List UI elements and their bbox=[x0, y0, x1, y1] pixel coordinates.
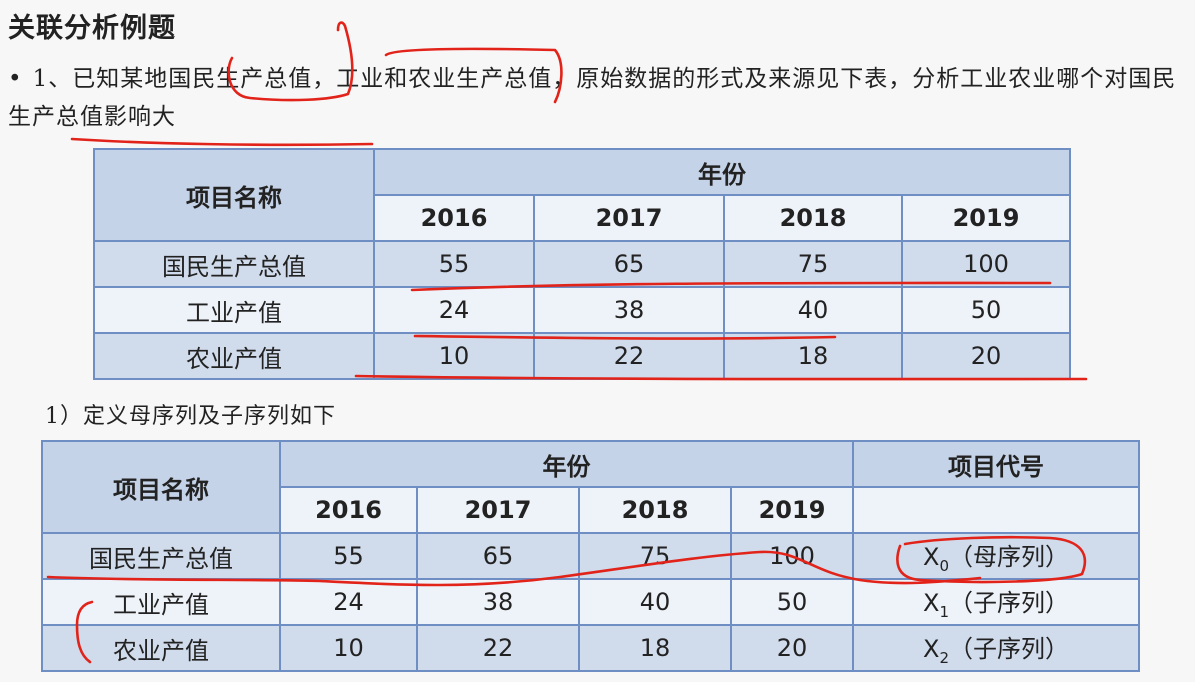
year-cell: 2016 bbox=[279, 486, 418, 534]
code-label: （子序列） bbox=[949, 589, 1069, 617]
value-cell: 50 bbox=[730, 578, 854, 626]
code-cell: X0（母序列） bbox=[852, 532, 1140, 580]
year-cell: 2017 bbox=[416, 486, 580, 534]
value-cell: 55 bbox=[279, 532, 418, 580]
code-symbol: X bbox=[923, 589, 940, 617]
value-cell: 22 bbox=[533, 332, 725, 380]
code-header-empty bbox=[852, 486, 1140, 534]
bullet: • bbox=[8, 66, 23, 92]
value-cell: 55 bbox=[373, 240, 535, 288]
year-cell: 2017 bbox=[533, 194, 725, 242]
value-cell: 100 bbox=[730, 532, 854, 580]
raw-data-table: 项目名称 年份 2016 2017 2018 2019 国民生产总值 55 65… bbox=[93, 148, 1071, 380]
problem-text: 1、已知某地国民生产总值，工业和农业生产总值，原始数据的形式及来源见下表，分析工… bbox=[8, 66, 1177, 130]
code-header: 项目代号 bbox=[852, 440, 1140, 488]
row-name: 工业产值 bbox=[93, 286, 375, 334]
table-row: 国民生产总值 55 65 75 100 X0（母序列） bbox=[41, 532, 1140, 580]
table-row: 农业产值 10 22 18 20 X2（子序列） bbox=[41, 624, 1140, 672]
item-name-header: 项目名称 bbox=[41, 440, 281, 534]
year-cell: 2019 bbox=[901, 194, 1071, 242]
year-cell: 2019 bbox=[730, 486, 854, 534]
value-cell: 75 bbox=[578, 532, 732, 580]
code-label: （子序列） bbox=[949, 635, 1069, 663]
row-name: 国民生产总值 bbox=[93, 240, 375, 288]
year-header: 年份 bbox=[373, 148, 1071, 196]
year-cell: 2018 bbox=[578, 486, 732, 534]
value-cell: 40 bbox=[578, 578, 732, 626]
year-cell: 2016 bbox=[373, 194, 535, 242]
table-row: 工业产值 24 38 40 50 X1（子序列） bbox=[41, 578, 1140, 626]
code-label: （母序列） bbox=[949, 543, 1069, 571]
code-cell: X1（子序列） bbox=[852, 578, 1140, 626]
value-cell: 65 bbox=[533, 240, 725, 288]
table-row: 农业产值 10 22 18 20 bbox=[93, 332, 1071, 380]
code-symbol: X bbox=[923, 543, 940, 571]
item-name-header: 项目名称 bbox=[93, 148, 375, 242]
value-cell: 38 bbox=[416, 578, 580, 626]
row-name: 工业产值 bbox=[41, 578, 281, 626]
code-subscript: 0 bbox=[939, 557, 949, 575]
year-header: 年份 bbox=[279, 440, 854, 488]
value-cell: 10 bbox=[279, 624, 418, 672]
value-cell: 100 bbox=[901, 240, 1071, 288]
value-cell: 22 bbox=[416, 624, 580, 672]
value-cell: 20 bbox=[730, 624, 854, 672]
value-cell: 75 bbox=[723, 240, 903, 288]
value-cell: 38 bbox=[533, 286, 725, 334]
code-subscript: 1 bbox=[939, 603, 949, 621]
value-cell: 10 bbox=[373, 332, 535, 380]
underline-question bbox=[70, 137, 374, 147]
year-cell: 2018 bbox=[723, 194, 903, 242]
table-row: 国民生产总值 55 65 75 100 bbox=[93, 240, 1071, 288]
value-cell: 40 bbox=[723, 286, 903, 334]
code-cell: X2（子序列） bbox=[852, 624, 1140, 672]
value-cell: 20 bbox=[901, 332, 1071, 380]
value-cell: 50 bbox=[901, 286, 1071, 334]
value-cell: 18 bbox=[578, 624, 732, 672]
problem-statement: • 1、已知某地国民生产总值，工业和农业生产总值，原始数据的形式及来源见下表，分析… bbox=[8, 60, 1193, 136]
code-subscript: 2 bbox=[939, 649, 949, 667]
value-cell: 24 bbox=[373, 286, 535, 334]
row-name: 农业产值 bbox=[41, 624, 281, 672]
row-name: 国民生产总值 bbox=[41, 532, 281, 580]
value-cell: 65 bbox=[416, 532, 580, 580]
step-caption: 1）定义母序列及子序列如下 bbox=[45, 404, 336, 429]
row-name: 农业产值 bbox=[93, 332, 375, 380]
value-cell: 18 bbox=[723, 332, 903, 380]
value-cell: 24 bbox=[279, 578, 418, 626]
page-title: 关联分析例题 bbox=[8, 13, 176, 44]
sequence-definition-table: 项目名称 年份 项目代号 2016 2017 2018 2019 国民生产总值 … bbox=[41, 440, 1140, 672]
table-row: 工业产值 24 38 40 50 bbox=[93, 286, 1071, 334]
code-symbol: X bbox=[923, 635, 940, 663]
